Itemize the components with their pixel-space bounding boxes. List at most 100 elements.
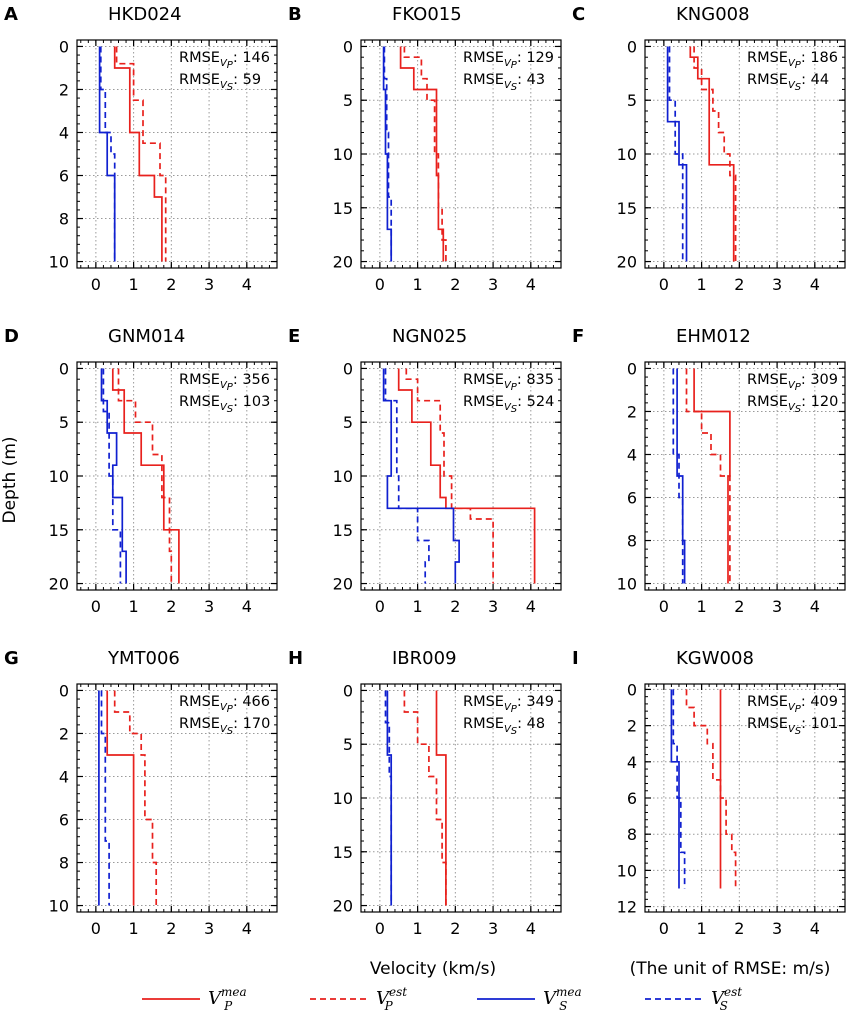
y-tick-label: 0 (627, 680, 637, 699)
series-vp-est (115, 46, 167, 262)
x-tick-label: 4 (526, 919, 536, 938)
y-tick-label: 10 (333, 145, 353, 164)
x-tick-label: 1 (697, 919, 707, 938)
x-tick-label: 0 (375, 919, 385, 938)
axes-frame (644, 39, 846, 269)
x-tick-label: 3 (488, 919, 498, 938)
series-vs-mea (382, 368, 460, 584)
series-vs-est (672, 689, 686, 889)
y-tick-label: 0 (343, 37, 353, 56)
x-tick-label: 2 (166, 919, 176, 938)
rmse-vs-text: RMSEVS: 524 (463, 394, 554, 415)
x-tick-label: 4 (242, 275, 252, 294)
y-tick-label: 0 (59, 681, 69, 700)
axes-frame (76, 39, 278, 269)
series-vs-mea (676, 368, 686, 584)
y-tick-label: 2 (59, 724, 69, 743)
x-tick-label: 4 (242, 919, 252, 938)
axes-frame (360, 361, 562, 591)
panel-letter: I (572, 648, 579, 669)
y-tick-label: 10 (333, 467, 353, 486)
y-tick-label: 10 (49, 897, 69, 916)
y-tick-label: 12 (617, 898, 637, 917)
axes-frame (360, 683, 562, 913)
y-tick-label: 15 (333, 199, 353, 218)
series-vs-est (384, 368, 430, 584)
axes-frame (644, 361, 846, 591)
y-tick-label: 10 (617, 861, 637, 880)
x-tick-label: 4 (810, 597, 820, 616)
station-title: FKO015 (392, 4, 462, 25)
legend-label: Vmea S (543, 985, 582, 1013)
panel-letter: F (572, 326, 584, 347)
panel-letter: G (4, 648, 19, 669)
x-tick-label: 4 (526, 597, 536, 616)
y-tick-label: 4 (627, 753, 637, 772)
y-tick-label: 10 (333, 789, 353, 808)
station-title: GNM014 (108, 326, 185, 347)
x-tick-label: 1 (129, 597, 139, 616)
y-tick-label: 6 (627, 489, 637, 508)
y-tick-label: 6 (627, 789, 637, 808)
rmse-vp-text: RMSEVP: 146 (179, 50, 270, 71)
y-tick-label: 15 (617, 199, 637, 218)
series-vs-mea (382, 46, 393, 262)
series-vs-mea (666, 46, 688, 262)
y-tick-label: 0 (627, 37, 637, 56)
series-vp-mea (113, 46, 163, 262)
x-tick-label: 3 (772, 597, 782, 616)
y-tick-label: 0 (627, 359, 637, 378)
station-title: YMT006 (107, 648, 180, 669)
series-vs-mea (98, 46, 116, 262)
x-tick-label: 4 (526, 275, 536, 294)
y-tick-label: 8 (59, 210, 69, 229)
y-tick-label: 5 (343, 91, 353, 110)
x-tick-label: 0 (91, 919, 101, 938)
y-tick-label: 10 (49, 467, 69, 486)
y-tick-label: 5 (343, 735, 353, 754)
x-tick-label: 0 (91, 597, 101, 616)
y-tick-label: 20 (333, 253, 353, 272)
panel-letter: B (288, 4, 302, 25)
y-tick-label: 10 (617, 145, 637, 164)
rmse-vp-text: RMSEVP: 129 (463, 50, 554, 71)
series-vp-mea (106, 690, 135, 906)
series-vp-est (405, 368, 494, 584)
series-vs-mea (670, 689, 680, 889)
rmse-vs-text: RMSEVS: 170 (179, 716, 270, 737)
rmse-vp-text: RMSEVP: 409 (747, 694, 838, 715)
series-vp-est (685, 689, 737, 889)
panel-letter: E (288, 326, 300, 347)
x-tick-label: 1 (697, 597, 707, 616)
x-tick-label: 3 (488, 597, 498, 616)
y-tick-label: 2 (627, 402, 637, 421)
x-tick-label: 3 (772, 919, 782, 938)
series-vs-mea (100, 368, 127, 584)
y-tick-label: 20 (49, 575, 69, 594)
series-vp-est (117, 368, 173, 584)
x-tick-label: 3 (204, 919, 214, 938)
series-vp-mea (399, 46, 445, 262)
x-tick-label: 1 (129, 275, 139, 294)
rmse-vs-text: RMSEVS: 48 (463, 716, 545, 737)
y-tick-label: 2 (627, 717, 637, 736)
station-title: NGN025 (392, 326, 467, 347)
y-tick-label: 5 (343, 413, 353, 432)
axes-frame (360, 39, 562, 269)
series-vp-est (685, 368, 731, 584)
rmse-vs-text: RMSEVS: 120 (747, 394, 838, 415)
rmse-unit-note: (The unit of RMSE: m/s) (630, 959, 831, 979)
rmse-vp-text: RMSEVP: 466 (179, 694, 270, 715)
panel-letter: C (572, 4, 585, 25)
x-tick-label: 4 (810, 919, 820, 938)
x-tick-label: 2 (734, 275, 744, 294)
x-tick-label: 1 (129, 919, 139, 938)
rmse-vp-text: RMSEVP: 349 (463, 694, 554, 715)
y-tick-label: 5 (627, 91, 637, 110)
